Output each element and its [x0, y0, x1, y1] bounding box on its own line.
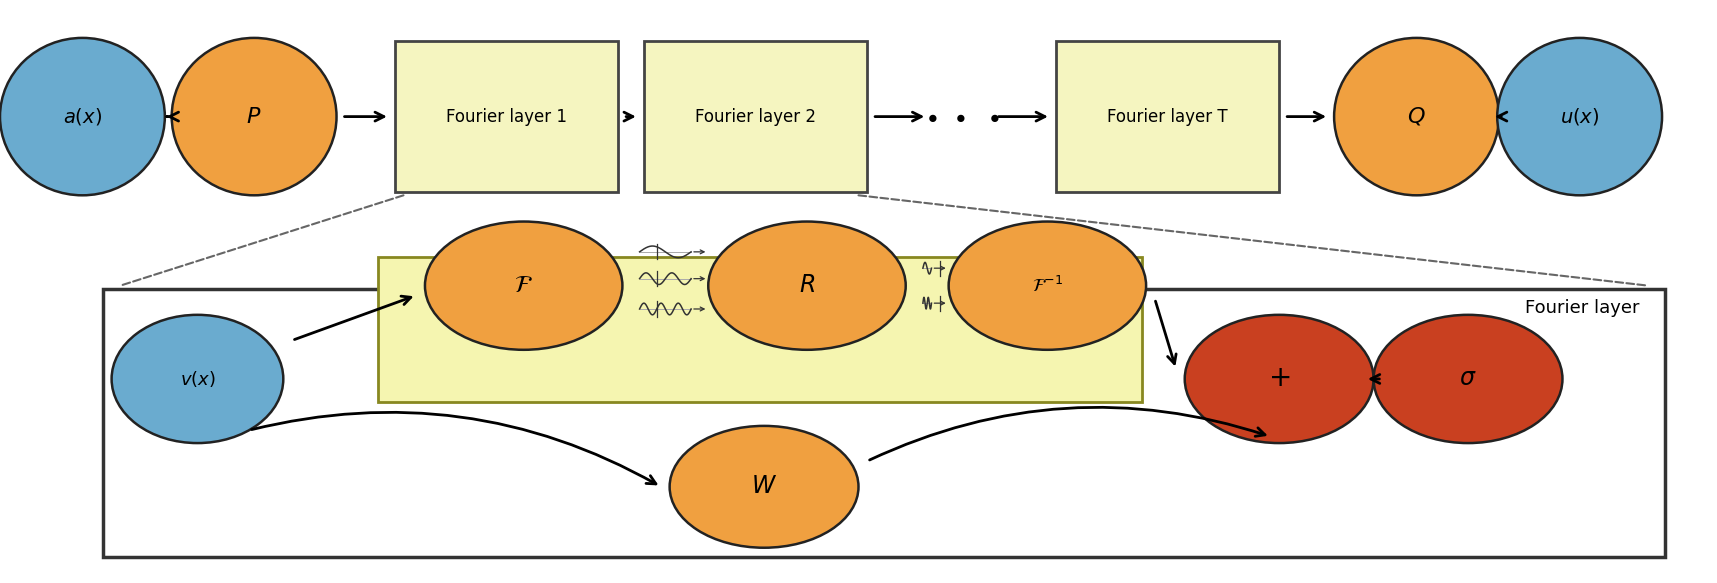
Text: $\sigma$: $\sigma$	[1459, 367, 1477, 391]
FancyBboxPatch shape	[395, 41, 618, 192]
Ellipse shape	[948, 222, 1147, 350]
Text: $+$: $+$	[1267, 366, 1291, 392]
Text: $Q$: $Q$	[1408, 106, 1425, 128]
Text: Fourier layer: Fourier layer	[1525, 299, 1640, 317]
FancyBboxPatch shape	[644, 41, 867, 192]
FancyBboxPatch shape	[1056, 41, 1279, 192]
Ellipse shape	[670, 426, 858, 548]
Ellipse shape	[1185, 315, 1374, 443]
Text: $\mathcal{F}^{-1}$: $\mathcal{F}^{-1}$	[1032, 276, 1063, 296]
Ellipse shape	[426, 222, 622, 350]
FancyBboxPatch shape	[378, 257, 1142, 402]
Text: $W$: $W$	[750, 475, 778, 498]
Text: Fourier layer 1: Fourier layer 1	[446, 108, 567, 125]
Ellipse shape	[1497, 38, 1662, 195]
Text: $u(x)$: $u(x)$	[1561, 106, 1599, 127]
Ellipse shape	[1374, 315, 1562, 443]
Text: Fourier layer 2: Fourier layer 2	[695, 108, 816, 125]
Ellipse shape	[707, 222, 905, 350]
Text: $P$: $P$	[247, 106, 261, 128]
Text: $\mathcal{F}$: $\mathcal{F}$	[515, 274, 532, 297]
FancyBboxPatch shape	[103, 289, 1665, 557]
Ellipse shape	[1334, 38, 1499, 195]
Ellipse shape	[0, 38, 165, 195]
Text: $v(x)$: $v(x)$	[180, 369, 215, 389]
Text: $a(x)$: $a(x)$	[64, 106, 101, 127]
Text: $\bullet\ \bullet\ \bullet$: $\bullet\ \bullet\ \bullet$	[924, 104, 999, 129]
Text: $R$: $R$	[798, 274, 816, 297]
Ellipse shape	[172, 38, 337, 195]
Text: Fourier layer T: Fourier layer T	[1107, 108, 1228, 125]
Ellipse shape	[112, 315, 283, 443]
